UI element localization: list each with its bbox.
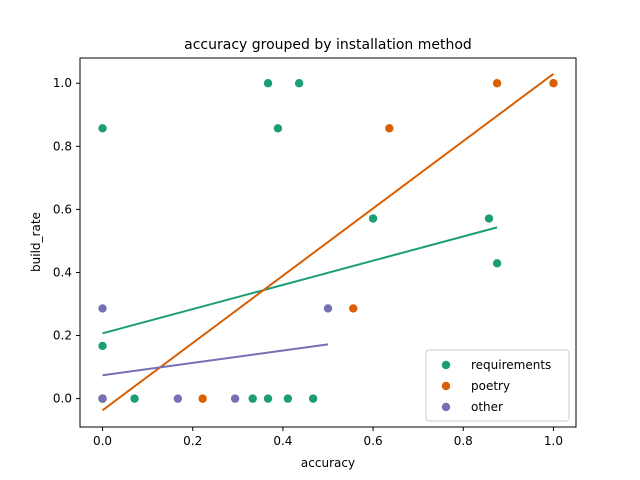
y-tick-label: 1.0: [53, 76, 72, 90]
chart-title: accuracy grouped by installation method: [184, 37, 472, 53]
y-axis-label: build_rate: [29, 212, 43, 272]
point-requirements-4: [248, 394, 257, 403]
trendline-requirements: [102, 226, 498, 335]
point-other-2: [173, 394, 183, 403]
plot-area: [98, 72, 558, 412]
legend-label-requirements: requirements: [471, 358, 551, 372]
point-requirements-12: [484, 214, 494, 223]
point-other-3: [230, 394, 240, 403]
y-tick-label: 0.2: [53, 329, 72, 343]
point-poetry-3: [385, 124, 394, 133]
point-poetry-2: [349, 304, 358, 313]
point-other-0: [98, 304, 107, 313]
point-poetry-1: [198, 394, 207, 403]
x-tick-label: 0.2: [183, 434, 202, 448]
x-tick-label: 0.6: [364, 434, 383, 448]
y-tick-label: 0.8: [53, 139, 72, 153]
x-tick-label: 0.8: [454, 434, 473, 448]
plot-frame: [79, 57, 577, 428]
point-other-1: [98, 394, 107, 403]
point-requirements-11: [368, 214, 378, 223]
trendline-other: [102, 343, 329, 377]
point-requirements-3: [130, 394, 139, 403]
y-tick-label: 0.4: [53, 265, 72, 279]
legend-label-poetry: poetry: [471, 379, 510, 393]
point-poetry-5: [549, 79, 558, 88]
point-requirements-7: [308, 394, 318, 403]
legend-marker-other: [441, 402, 451, 412]
point-poetry-4: [492, 79, 502, 88]
x-tick-label: 0.4: [273, 434, 292, 448]
point-requirements-1: [98, 341, 107, 351]
legend-marker-requirements: [441, 360, 451, 370]
trendline-poetry: [101, 72, 555, 412]
point-other-4: [323, 304, 333, 313]
x-axis: 0.0 0.2 0.4 0.6 0.8 1.0: [93, 427, 563, 448]
legend-box: [425, 349, 570, 422]
x-axis-label: accuracy: [301, 456, 355, 470]
legend: requirements poetry other: [425, 349, 570, 422]
y-tick-label: 0.0: [53, 392, 72, 406]
legend-label-other: other: [471, 400, 503, 414]
point-requirements-9: [294, 79, 304, 88]
point-requirements-6: [283, 394, 293, 403]
point-requirements-8: [263, 79, 273, 88]
legend-marker-poetry: [441, 381, 451, 391]
y-axis: 0.0 0.2 0.4 0.6 0.8 1.0: [53, 76, 80, 406]
point-requirements-0: [98, 124, 107, 133]
x-tick-label: 0.0: [93, 434, 112, 448]
point-requirements-13: [492, 259, 502, 268]
y-tick-label: 0.6: [53, 202, 72, 216]
point-requirements-5: [263, 394, 273, 403]
x-tick-label: 1.0: [544, 434, 563, 448]
point-requirements-10: [273, 124, 283, 133]
